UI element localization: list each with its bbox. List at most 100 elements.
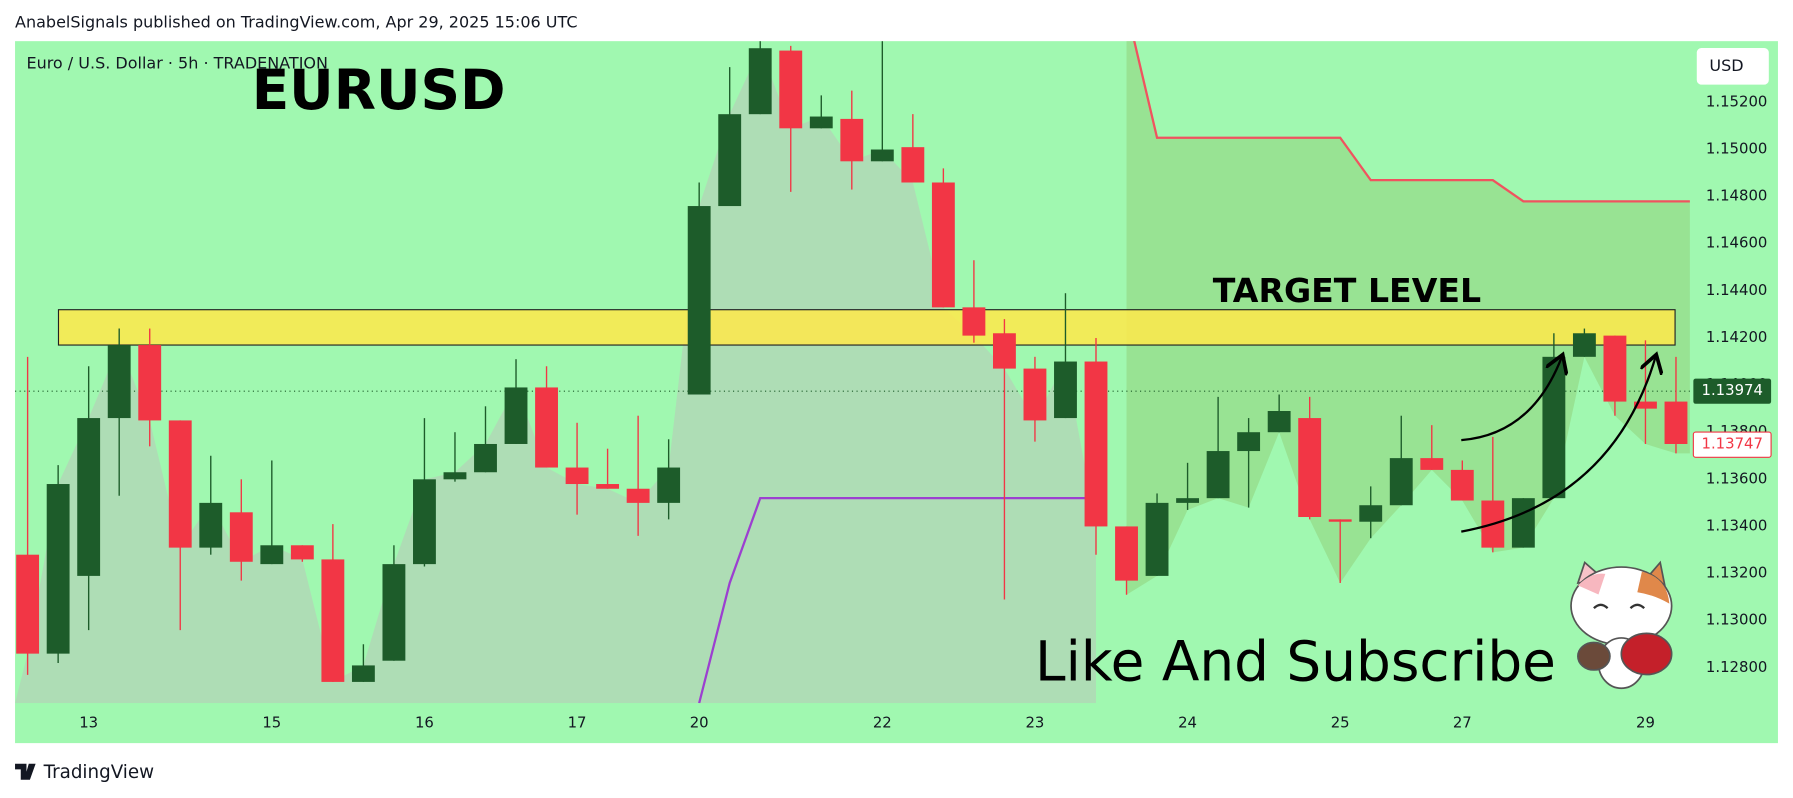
y-tick-label: 1.13400 [1706,516,1767,534]
indicator-line [698,497,1096,704]
y-tick-label: 1.14200 [1706,328,1767,346]
candle-body [107,345,131,419]
x-tick-label: 23 [1025,714,1044,732]
x-tick-label: 17 [568,714,587,732]
plot-area [15,41,1690,704]
candle-body [870,149,894,162]
candle-body [657,467,681,503]
candle-body [1511,498,1535,548]
attribution: AnabelSignals published on TradingView.c… [15,12,577,31]
candle-body [1389,458,1413,506]
candle-body [1572,333,1596,357]
currency-box [1696,48,1769,85]
y-tick-label: 1.12800 [1706,658,1767,676]
x-tick-label: 20 [690,714,709,732]
indicator-line [1133,41,1690,203]
price-label-box [1693,378,1772,404]
x-tick-label: 25 [1331,714,1350,732]
y-tick-label: 1.15000 [1706,140,1767,158]
candle-body [290,545,314,560]
candle-body [1664,401,1688,444]
x-tick-label: 24 [1178,714,1197,732]
y-tick-label: 1.13000 [1706,611,1767,629]
candle-body [1176,498,1200,503]
candle-body [1054,361,1077,419]
y-tick-label: 1.15200 [1706,92,1767,110]
candle-body [718,114,742,207]
candle-body [809,116,833,129]
arrow [1461,357,1655,533]
overlay: 1.128001.130001.132001.134001.136001.138… [79,92,1772,732]
candle-body [1420,458,1444,470]
candle-body [16,554,40,654]
cat-sticker [1570,560,1673,690]
arrow [1461,357,1562,442]
candle-body [46,484,70,654]
candle-body [596,484,620,489]
candle-body [1298,418,1322,518]
candle-body [992,333,1016,369]
target-label: TARGET LEVEL [1213,271,1481,310]
candle-body [77,418,101,576]
candle-body [260,545,284,565]
chart-title: EURUSD [252,58,506,122]
footer-brand: TradingView [43,762,155,783]
y-tick-label: 1.13200 [1706,564,1767,582]
price-label: 1.13747 [1702,435,1763,453]
candle-body [138,345,162,421]
candle-body [779,50,803,129]
candle-body [901,147,925,183]
candle-body [199,502,223,548]
candle-body [504,387,528,444]
candle-body [748,48,772,115]
candle-body [1450,469,1474,501]
x-tick-label: 16 [415,714,434,732]
y-tick-label: 1.14800 [1706,187,1767,205]
candle-body [168,420,192,548]
y-tick-label: 1.14400 [1706,281,1767,299]
subscribe-text: Like And Subscribe [1035,630,1556,694]
close-area [15,48,1096,704]
x-tick-label: 13 [79,714,98,732]
candle-body [626,488,650,503]
candle-body [687,206,711,395]
candle-body [382,564,406,661]
y-tick-label: 1.14600 [1706,234,1767,252]
chart-subtitle: Euro / U.S. Dollar · 5h · TRADENATION [26,54,328,73]
x-tick-label: 29 [1636,714,1655,732]
candle-body [535,387,558,468]
candle-body [1023,368,1047,421]
x-tick-label: 22 [873,714,892,732]
candle-body [413,479,436,565]
price-label: 1.13974 [1702,381,1763,399]
candle-body [1542,356,1566,499]
x-tick-label: 27 [1453,714,1472,732]
candle-body [443,472,467,480]
footer-logo [15,763,36,780]
candle-body [1328,519,1352,522]
candle-body [931,182,955,308]
candle-body [321,559,345,682]
candle-body [1206,451,1230,499]
candle-body [1267,411,1291,433]
candle-body [474,443,497,473]
currency: USD [1709,56,1743,75]
y-tick-label: 1.13600 [1706,469,1767,487]
candle-body [1084,361,1108,527]
candle-body [229,512,253,562]
candle-body [1237,432,1261,452]
candle-body [1359,505,1383,522]
candle-body [1145,502,1169,576]
candle-body [1634,401,1657,409]
target-zone [57,309,1676,346]
price-label-box [1692,431,1772,458]
candle-body [565,467,589,485]
candle-body [1115,526,1138,581]
candle-body [840,118,864,162]
candle-body [351,665,375,682]
candle-body [1603,335,1627,402]
x-tick-label: 15 [262,714,281,732]
candle-body [962,307,986,336]
